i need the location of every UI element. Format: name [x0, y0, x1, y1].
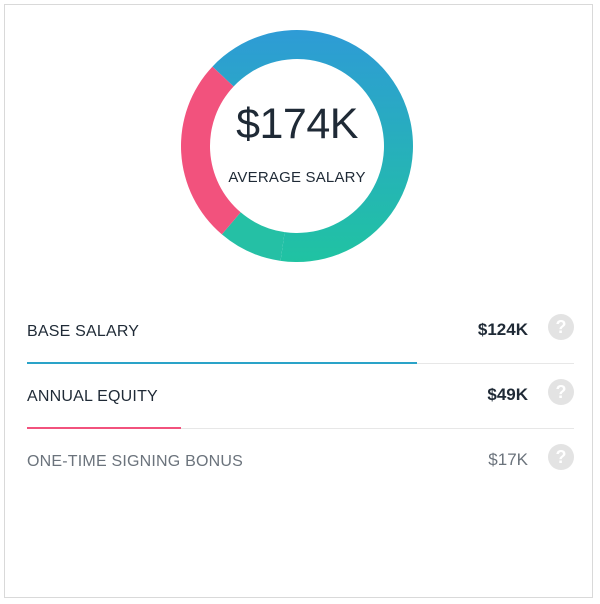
- base-salary-bar: [27, 362, 417, 364]
- average-salary-label: AVERAGE SALARY: [228, 169, 366, 186]
- breakdown-list: BASE SALARY $124K ? ANNUAL EQUITY $49K ?…: [27, 299, 574, 493]
- donut-svg: [180, 30, 413, 263]
- salary-card: $174K AVERAGE SALARY BASE SALARY $124K ?…: [4, 4, 593, 598]
- annual-equity-bar: [27, 427, 182, 429]
- row-signing-bonus: ONE-TIME SIGNING BONUS $17K ?: [27, 429, 574, 493]
- salary-donut-chart: $174K AVERAGE SALARY: [179, 28, 415, 264]
- row-annual-equity: ANNUAL EQUITY $49K ?: [27, 364, 574, 429]
- annual-equity-value: $49K: [487, 385, 528, 404]
- slice-signing-bonus: [221, 212, 285, 261]
- base-salary-label: BASE SALARY: [27, 323, 140, 340]
- signing-bonus-label: ONE-TIME SIGNING BONUS: [27, 453, 243, 470]
- signing-bonus-help-icon[interactable]: ?: [548, 444, 574, 470]
- slice-base-salary: [212, 30, 413, 263]
- annual-equity-label: ANNUAL EQUITY: [27, 388, 158, 405]
- base-salary-value: $124K: [477, 320, 528, 339]
- annual-equity-help-icon[interactable]: ?: [548, 379, 574, 405]
- average-salary-value: $174K: [236, 100, 358, 148]
- slice-annual-equity: [180, 66, 241, 235]
- base-salary-help-icon[interactable]: ?: [548, 314, 574, 340]
- signing-bonus-value: $17K: [488, 450, 528, 469]
- row-base-salary: BASE SALARY $124K ?: [27, 299, 574, 364]
